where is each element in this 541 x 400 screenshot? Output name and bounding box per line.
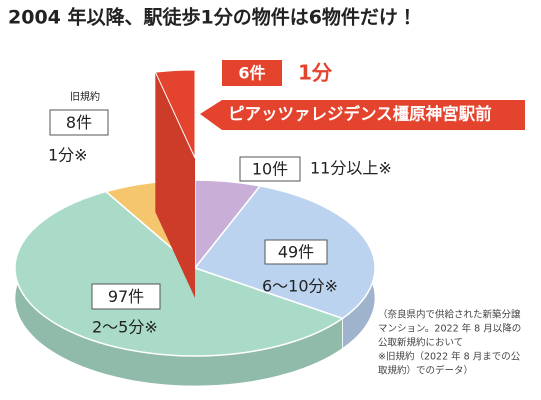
footnote: 取規約）でのデータ） xyxy=(378,365,473,377)
value-label: 6件 xyxy=(238,64,265,83)
value-label-box xyxy=(49,109,109,136)
value-label-box xyxy=(239,156,301,182)
category-label: 6〜10分※ xyxy=(262,277,338,296)
property-name: ピアッツァレジデンス橿原神宮駅前 xyxy=(228,104,492,124)
value-label-box xyxy=(91,283,161,310)
value-label: 10件 xyxy=(252,160,288,179)
old-rule-label: 旧規約 xyxy=(70,90,100,103)
value-label-box xyxy=(222,60,282,86)
category-label: 2〜5分※ xyxy=(92,318,158,337)
footnote: （奈良県内で供給された新築分譲 xyxy=(378,309,521,321)
slice xyxy=(14,190,345,357)
value-label: 97件 xyxy=(108,287,144,306)
highlight-box xyxy=(290,60,352,86)
category-label: 1分※ xyxy=(48,146,88,165)
value-label: 49件 xyxy=(278,243,314,262)
footnote: マンション。2022 年 8 月以降の xyxy=(378,323,521,335)
footnote: ※旧規約（2022 年 8 月までの公 xyxy=(378,351,521,363)
banner xyxy=(200,100,525,130)
value-label: 8件 xyxy=(66,113,92,132)
chart-title: 2004 年以降、駅徒歩1分の物件は6物件だけ！ xyxy=(8,6,417,29)
value-label-box xyxy=(264,239,328,265)
category-label: 1分 xyxy=(298,61,333,85)
slice-side xyxy=(155,72,195,299)
slice xyxy=(154,69,196,159)
category-label: 11分以上※ xyxy=(310,159,392,178)
footnote: 公取新規約において xyxy=(378,337,463,349)
